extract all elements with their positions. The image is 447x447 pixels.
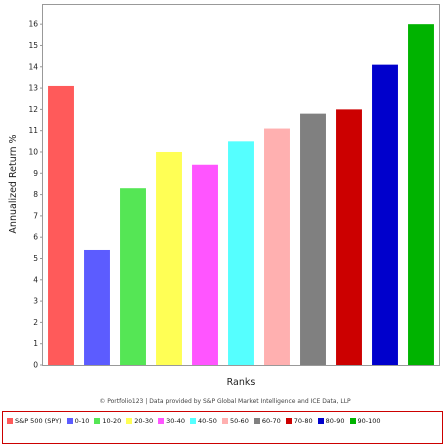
y-axis-title: Annualized Return % bbox=[8, 134, 19, 233]
y-tick-label: 1 bbox=[33, 339, 38, 348]
y-tick-label: 4 bbox=[33, 275, 38, 284]
legend-swatch bbox=[253, 418, 260, 424]
y-tick-label: 10 bbox=[28, 147, 38, 156]
legend-item: 10-20 bbox=[94, 415, 121, 427]
y-tick-label: 6 bbox=[33, 233, 38, 242]
legend-item: 90-100 bbox=[349, 415, 381, 427]
legend-item: 20-30 bbox=[126, 415, 153, 427]
legend-swatch bbox=[190, 418, 197, 424]
y-tick-label: 0 bbox=[33, 361, 38, 370]
legend-label: 60-70 bbox=[261, 417, 281, 425]
y-tick-label: 3 bbox=[33, 297, 38, 306]
y-tick-label: 9 bbox=[33, 169, 38, 178]
credit-text: © Portfolio123 | Data provided by S&P Gl… bbox=[99, 398, 351, 405]
legend-swatch bbox=[126, 418, 133, 424]
legend-label: 70-80 bbox=[293, 417, 313, 425]
legend-swatch bbox=[317, 418, 324, 424]
legend: S&P 500 (SPY) 0-10 10-20 20-30 30-40 40-50 50-… bbox=[2, 411, 443, 444]
plot-border bbox=[42, 4, 440, 366]
y-tick-label: 12 bbox=[28, 105, 38, 114]
legend-label: 90-100 bbox=[357, 417, 381, 425]
legend-swatch bbox=[7, 418, 13, 424]
y-tick-label: 5 bbox=[33, 254, 38, 263]
y-tick-label: 7 bbox=[33, 211, 38, 220]
bar-8 bbox=[336, 109, 362, 365]
y-tick-label: 2 bbox=[33, 318, 38, 327]
bar-2 bbox=[120, 188, 146, 365]
y-tick-label: 11 bbox=[28, 126, 38, 135]
y-tick-label: 8 bbox=[33, 190, 38, 199]
legend-label: 80-90 bbox=[325, 417, 345, 425]
legend-swatch bbox=[94, 418, 101, 424]
legend-swatch bbox=[285, 418, 292, 424]
legend-label: 40-50 bbox=[198, 417, 217, 425]
legend-item: S&P 500 (SPY) bbox=[7, 415, 62, 427]
x-axis-title: Ranks bbox=[227, 377, 256, 388]
bar-6 bbox=[264, 128, 290, 365]
legend-swatch bbox=[221, 418, 228, 424]
bar-4 bbox=[192, 164, 218, 365]
legend-label: 10-20 bbox=[102, 417, 122, 425]
bar-0 bbox=[48, 85, 74, 365]
legend-item: 80-90 bbox=[317, 415, 345, 427]
legend-swatch bbox=[349, 418, 356, 424]
legend-item: 60-70 bbox=[253, 415, 281, 427]
legend-label: 20-30 bbox=[134, 417, 154, 425]
y-tick-label: 15 bbox=[28, 41, 38, 50]
bar-3 bbox=[156, 151, 182, 365]
bar-10 bbox=[408, 24, 434, 365]
bar-1 bbox=[84, 249, 110, 365]
legend-swatch bbox=[158, 418, 165, 424]
bar-7 bbox=[300, 113, 326, 365]
legend-item: 50-60 bbox=[221, 415, 249, 427]
bars bbox=[48, 24, 434, 365]
legend-item: 0-10 bbox=[66, 415, 90, 427]
bar-9 bbox=[372, 64, 398, 365]
y-tick-label: 14 bbox=[28, 62, 38, 71]
legend-item: 70-80 bbox=[285, 415, 313, 427]
legend-label: S&P 500 (SPY) bbox=[15, 417, 62, 425]
y-tick-label: 16 bbox=[28, 20, 38, 29]
legend-label: 0-10 bbox=[74, 417, 90, 425]
y-tick-label: 13 bbox=[28, 84, 38, 93]
legend-item: 30-40 bbox=[158, 415, 185, 427]
bar-5 bbox=[228, 141, 254, 365]
legend-swatch bbox=[66, 418, 73, 424]
legend-item: 40-50 bbox=[190, 415, 217, 427]
legend-label: 30-40 bbox=[166, 417, 186, 425]
legend-label: 50-60 bbox=[229, 417, 249, 425]
